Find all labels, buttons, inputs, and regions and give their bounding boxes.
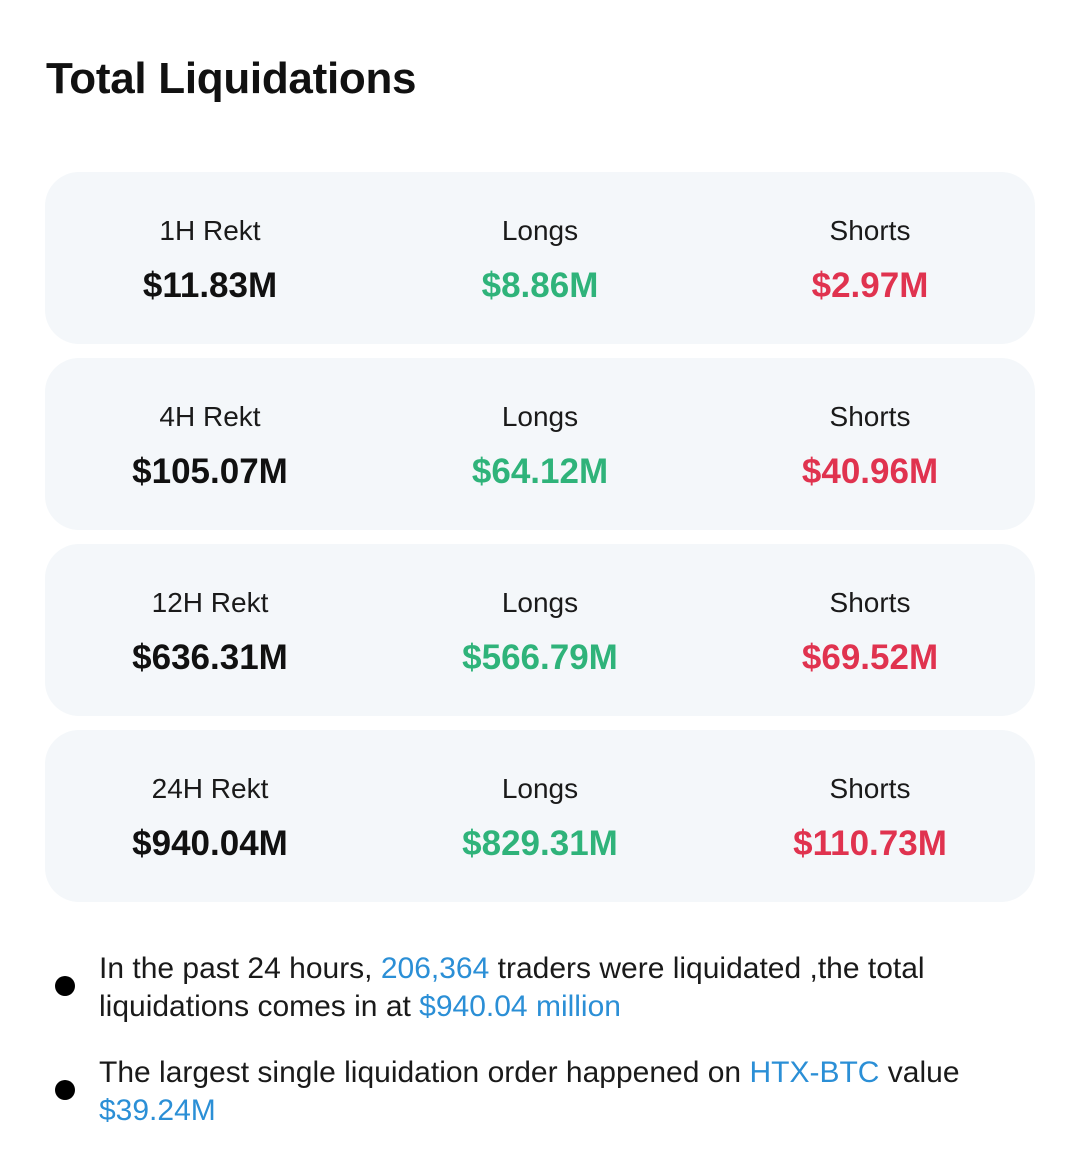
shorts-cell: Shorts $40.96M xyxy=(705,358,1035,530)
total-value: $636.31M xyxy=(132,638,288,677)
longs-value: $64.12M xyxy=(471,452,609,491)
total-value: $940.04M xyxy=(132,824,288,863)
total-label: 4H Rekt xyxy=(159,401,261,432)
longs-value: $829.31M xyxy=(462,824,618,863)
shorts-cell: Shorts $69.52M xyxy=(705,544,1035,716)
total-cell: 4H Rekt $105.07M xyxy=(45,358,375,530)
shorts-label: Shorts xyxy=(829,401,911,432)
total-label: 1H Rekt xyxy=(159,215,261,246)
shorts-cell: Shorts $2.97M xyxy=(705,172,1035,344)
longs-label: Longs xyxy=(501,773,579,804)
shorts-value: $110.73M xyxy=(793,824,947,863)
longs-value: $8.86M xyxy=(481,266,599,305)
bullet-icon xyxy=(55,976,75,996)
exchange-link[interactable]: HTX-BTC xyxy=(749,1056,880,1089)
total-value: $11.83M xyxy=(142,266,278,305)
shorts-cell: Shorts $110.73M xyxy=(705,730,1035,902)
page-title: Total Liquidations xyxy=(46,54,417,103)
liquidation-stats: 1H Rekt $11.83M Longs $8.86M Shorts $2.9… xyxy=(45,172,1035,916)
total-cell: 24H Rekt $940.04M xyxy=(45,730,375,902)
shorts-value: $2.97M xyxy=(811,266,929,305)
total-label: 24H Rekt xyxy=(151,773,269,804)
stats-card-1h: 1H Rekt $11.83M Longs $8.86M Shorts $2.9… xyxy=(45,172,1035,344)
total-amount-link[interactable]: $940.04 million xyxy=(419,990,621,1023)
stats-card-24h: 24H Rekt $940.04M Longs $829.31M Shorts … xyxy=(45,730,1035,902)
summary-text: value xyxy=(879,1056,960,1089)
traders-count-link[interactable]: 206,364 xyxy=(380,952,490,985)
summary-item-traders: In the past 24 hours, 206,364 traders we… xyxy=(55,950,1035,1026)
largest-order-amount-link[interactable]: $39.24M xyxy=(99,1094,216,1127)
stats-card-4h: 4H Rekt $105.07M Longs $64.12M Shorts $4… xyxy=(45,358,1035,530)
shorts-value: $69.52M xyxy=(801,638,939,677)
total-label: 12H Rekt xyxy=(151,587,269,618)
total-cell: 1H Rekt $11.83M xyxy=(45,172,375,344)
total-cell: 12H Rekt $636.31M xyxy=(45,544,375,716)
total-value: $105.07M xyxy=(132,452,288,491)
longs-cell: Longs $8.86M xyxy=(375,172,705,344)
longs-cell: Longs $829.31M xyxy=(375,730,705,902)
longs-cell: Longs $64.12M xyxy=(375,358,705,530)
shorts-label: Shorts xyxy=(829,773,911,804)
summary-text: The largest single liquidation order hap… xyxy=(99,1056,750,1089)
shorts-value: $40.96M xyxy=(801,452,939,491)
bullet-icon xyxy=(55,1080,75,1100)
summary-text: In the past 24 hours, xyxy=(99,952,381,985)
longs-cell: Longs $566.79M xyxy=(375,544,705,716)
longs-label: Longs xyxy=(501,587,579,618)
longs-label: Longs xyxy=(501,401,579,432)
longs-label: Longs xyxy=(501,215,579,246)
shorts-label: Shorts xyxy=(829,215,911,246)
summary-item-largest-order: The largest single liquidation order hap… xyxy=(55,1054,1035,1130)
summary-text: traders were liquidated ,the total liqui… xyxy=(99,952,925,1023)
shorts-label: Shorts xyxy=(829,587,911,618)
longs-value: $566.79M xyxy=(462,638,618,677)
stats-card-12h: 12H Rekt $636.31M Longs $566.79M Shorts … xyxy=(45,544,1035,716)
summary-list: In the past 24 hours, 206,364 traders we… xyxy=(55,950,1035,1158)
